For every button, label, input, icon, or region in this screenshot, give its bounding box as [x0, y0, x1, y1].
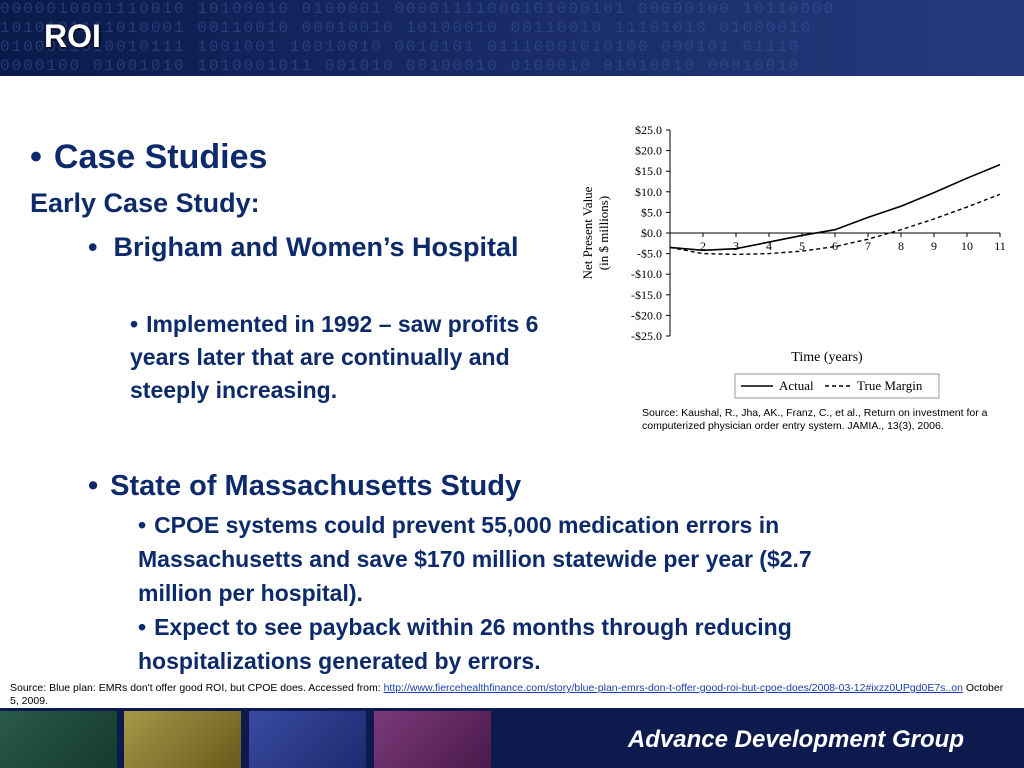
massachusetts-heading: • State of Massachusetts Study: [88, 470, 521, 503]
header-banner: 0000010001110010 10100010 0100001 000011…: [0, 0, 1024, 76]
brigham-detail: • Implemented in 1992 – saw profits 6 yea…: [130, 308, 540, 407]
x-tick-label: 9: [931, 239, 937, 253]
massachusetts-point-1-text: CPOE systems could prevent 55,000 medica…: [138, 512, 812, 606]
massachusetts-point-2-text: Expect to see payback within 26 months t…: [138, 614, 792, 674]
series-line-true-margin: [669, 193, 1001, 256]
brigham-heading: • Brigham and Women’s Hospital: [80, 228, 520, 266]
bottom-source-date: October 5, 2009.: [10, 682, 1004, 707]
y-tick-label: -$20.0: [631, 308, 662, 322]
y-axis-label: Net Present Value(in $ millions): [580, 186, 611, 279]
x-tick-label: 2: [700, 239, 706, 253]
x-tick-label: 7: [865, 239, 871, 253]
footer-photo-3: [249, 711, 366, 768]
bullet: •: [88, 232, 98, 262]
bullet: •: [130, 311, 139, 337]
early-case-study-label: Early Case Study:: [30, 188, 260, 218]
bullet: •: [138, 512, 147, 538]
binary-background-pattern: 0000010001110010 10100010 0100001 000011…: [0, 0, 836, 75]
y-axis-label-line-2: (in $ millions): [596, 196, 611, 270]
organization-name: Advance Development Group: [627, 726, 964, 753]
y-tick-label: $25.0: [635, 123, 662, 137]
y-tick-label: -$15.0: [631, 288, 662, 302]
y-tick-label: $10.0: [635, 185, 662, 199]
x-tick-label: 8: [898, 239, 904, 253]
massachusetts-point-2: • Expect to see payback within 26 months …: [138, 610, 838, 678]
slide-title: ROI: [44, 18, 101, 54]
bottom-source-prefix: Source: Blue plan: EMRs don't offer good…: [10, 682, 381, 694]
brigham-label: Brigham and Women’s Hospital: [113, 232, 519, 262]
y-tick-label: -$5.0: [637, 247, 662, 261]
y-tick-label: $20.0: [635, 144, 662, 158]
case-studies-label: Case Studies: [53, 138, 268, 176]
series-line-actual: [669, 163, 1001, 252]
y-tick-label: -$25.0: [631, 329, 662, 343]
bottom-source-link[interactable]: http://www.fiercehealthfinance.com/story…: [383, 682, 963, 694]
x-tick-label: 11: [994, 239, 1006, 253]
bullet: •: [138, 614, 147, 640]
legend-label-true-margin: True Margin: [857, 378, 923, 393]
x-axis-label: Time (years): [791, 350, 863, 365]
case-studies-heading: • Case Studies: [30, 138, 267, 177]
bottom-source-citation: Source: Blue plan: EMRs don't offer good…: [10, 682, 1010, 708]
footer-photo-1: [0, 711, 117, 768]
footer-photo-2: [124, 711, 241, 768]
massachusetts-point-1: • CPOE systems could prevent 55,000 medic…: [138, 508, 838, 610]
y-axis-label-line-1: Net Present Value: [580, 186, 595, 279]
massachusetts-label: State of Massachusetts Study: [110, 470, 522, 502]
x-tick-label: 4: [766, 239, 772, 253]
y-tick-label: $15.0: [635, 164, 662, 178]
y-tick-label: -$10.0: [631, 267, 662, 281]
legend-label-actual: Actual: [779, 378, 814, 393]
npv-line-chart: $25.0 $20.0 $15.0 $10.0 $5.0 $0.0 -$5.0 -$10.0 -…: [580, 123, 1006, 399]
x-tick-label: 5: [799, 239, 805, 253]
chart-source-citation: Source: Kaushal, R., Jha, AK., Franz, C.…: [642, 407, 988, 432]
brigham-detail-text: Implemented in 1992 – saw profits 6 year…: [130, 311, 539, 403]
bullet: •: [30, 138, 42, 176]
x-tick-label: 10: [961, 239, 973, 253]
massachusetts-details: • CPOE systems could prevent 55,000 medic…: [138, 508, 838, 678]
footer-photo-4: [374, 711, 491, 768]
x-tick-label: 3: [733, 239, 739, 253]
y-tick-label: $5.0: [641, 205, 662, 219]
y-tick-label: $0.0: [641, 226, 662, 240]
bullet: •: [88, 470, 99, 502]
x-tick-label: 6: [832, 239, 838, 253]
